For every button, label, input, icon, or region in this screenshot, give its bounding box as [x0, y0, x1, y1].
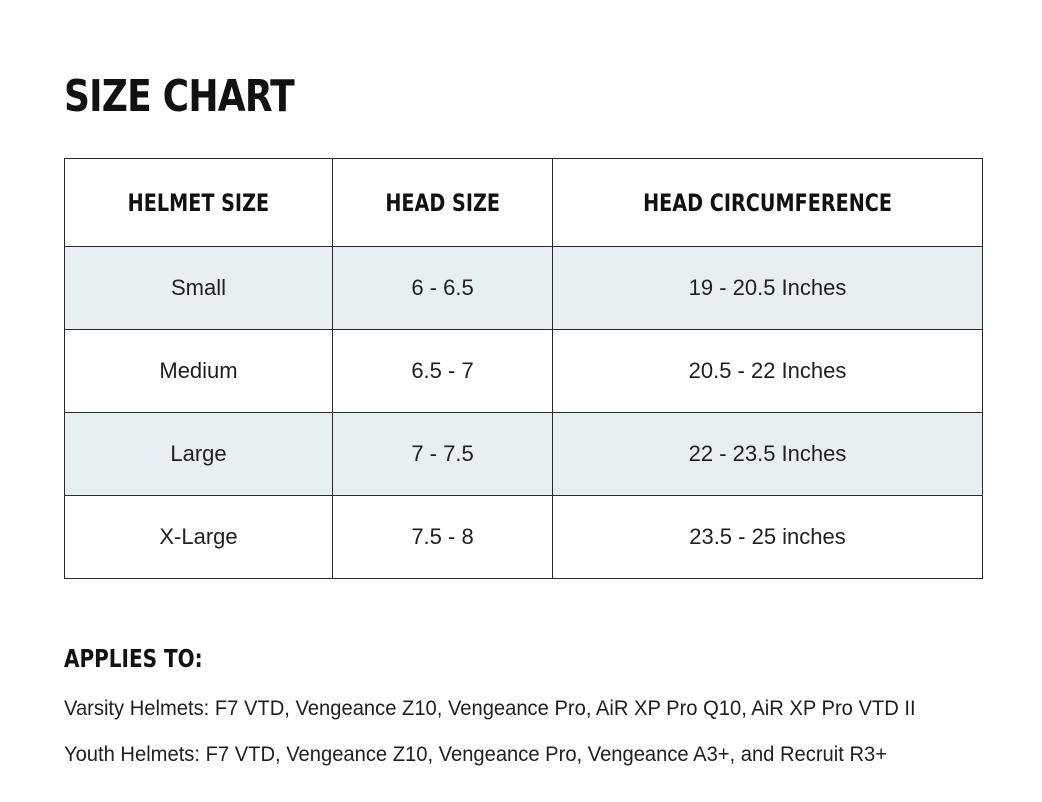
varsity-helmets-text: Varsity Helmets: F7 VTD, Vengeance Z10, …	[64, 697, 916, 720]
table-row: X-Large 7.5 - 8 23.5 - 25 inches	[64, 495, 983, 579]
cell-head-circumference: 19 - 20.5 Inches	[552, 246, 983, 330]
cell-head-size: 6 - 6.5	[332, 246, 553, 330]
cell-head-circumference: 23.5 - 25 inches	[552, 495, 983, 579]
table-row: Medium 6.5 - 7 20.5 - 22 Inches	[64, 329, 983, 413]
cell-head-circumference: 20.5 - 22 Inches	[552, 329, 983, 413]
cell-helmet-size: Small	[64, 246, 333, 330]
cell-head-size: 7.5 - 8	[332, 495, 553, 579]
table-header-row: HELMET SIZE HEAD SIZE HEAD CIRCUMFERENCE	[64, 158, 983, 247]
table-row: Large 7 - 7.5 22 - 23.5 Inches	[64, 412, 983, 496]
page-title: SIZE CHART	[64, 71, 295, 122]
cell-helmet-size: Medium	[64, 329, 333, 413]
cell-helmet-size: Large	[64, 412, 333, 496]
table-row: Small 6 - 6.5 19 - 20.5 Inches	[64, 246, 983, 330]
youth-helmets-text: Youth Helmets: F7 VTD, Vengeance Z10, Ve…	[64, 743, 888, 766]
header-head-size: HEAD SIZE	[332, 158, 553, 247]
cell-head-size: 7 - 7.5	[332, 412, 553, 496]
applies-to-heading: APPLIES TO:	[64, 644, 203, 673]
cell-helmet-size: X-Large	[64, 495, 333, 579]
header-head-circumference: HEAD CIRCUMFERENCE	[552, 158, 983, 247]
cell-head-circumference: 22 - 23.5 Inches	[552, 412, 983, 496]
cell-head-size: 6.5 - 7	[332, 329, 553, 413]
header-helmet-size: HELMET SIZE	[64, 158, 333, 247]
size-chart-table: HELMET SIZE HEAD SIZE HEAD CIRCUMFERENCE…	[64, 158, 983, 579]
